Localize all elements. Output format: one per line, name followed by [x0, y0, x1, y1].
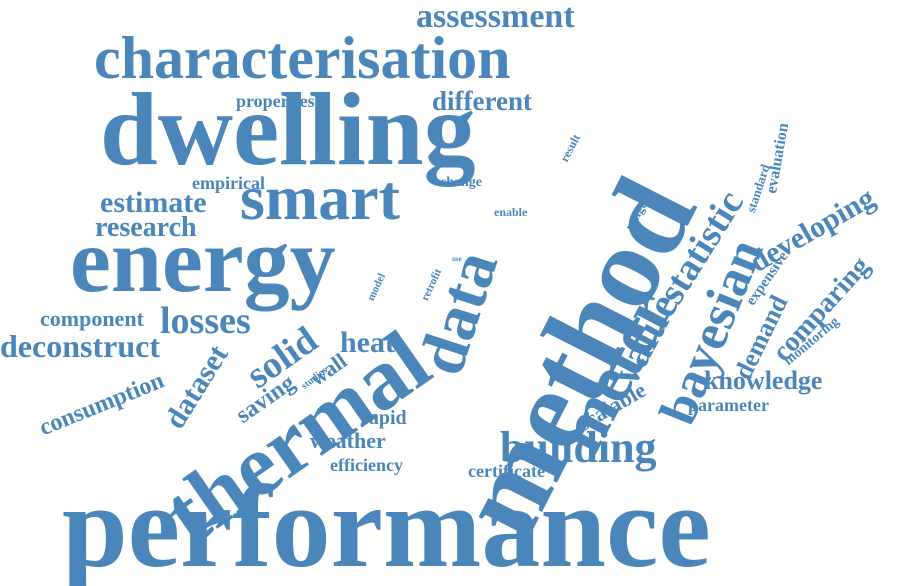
word-efficiency: efficiency: [330, 455, 403, 475]
word-estimate: estimate: [100, 186, 207, 219]
word-deconstruct: deconstruct: [0, 328, 160, 364]
word-properties: properties: [236, 91, 315, 111]
word-use: use: [452, 255, 462, 263]
word-different: different: [432, 86, 532, 116]
word-energy: energy: [70, 209, 336, 311]
word-evaluation: evaluation: [763, 121, 793, 195]
word-empirical: empirical: [192, 173, 265, 193]
word-dataset: dataset: [158, 339, 235, 435]
word-heat: heat: [340, 326, 395, 359]
word-dwelling: dwelling: [100, 72, 476, 187]
word-knowledge: knowledge: [704, 366, 823, 395]
word-change: change: [440, 175, 482, 190]
word-performance: performance: [62, 461, 711, 586]
word-research: research: [95, 212, 197, 243]
word-certificate: certificate: [468, 461, 545, 481]
word-characterisation: characterisation: [94, 25, 511, 91]
word-smart: smart: [240, 162, 400, 233]
word-result: result: [557, 131, 584, 165]
word-losses: losses: [160, 300, 251, 342]
word-data: data: [404, 242, 513, 384]
word-building: building: [500, 423, 657, 472]
word-model: model: [365, 271, 389, 303]
word-parameter: parameter: [688, 395, 769, 415]
word-consumption: consumption: [35, 367, 168, 442]
word-rapid: rapid: [360, 407, 407, 429]
word-component: component: [40, 306, 144, 331]
word-enable: enable: [494, 205, 528, 219]
word-assessment: assessment: [416, 0, 575, 35]
word-weather: weather: [310, 428, 386, 453]
